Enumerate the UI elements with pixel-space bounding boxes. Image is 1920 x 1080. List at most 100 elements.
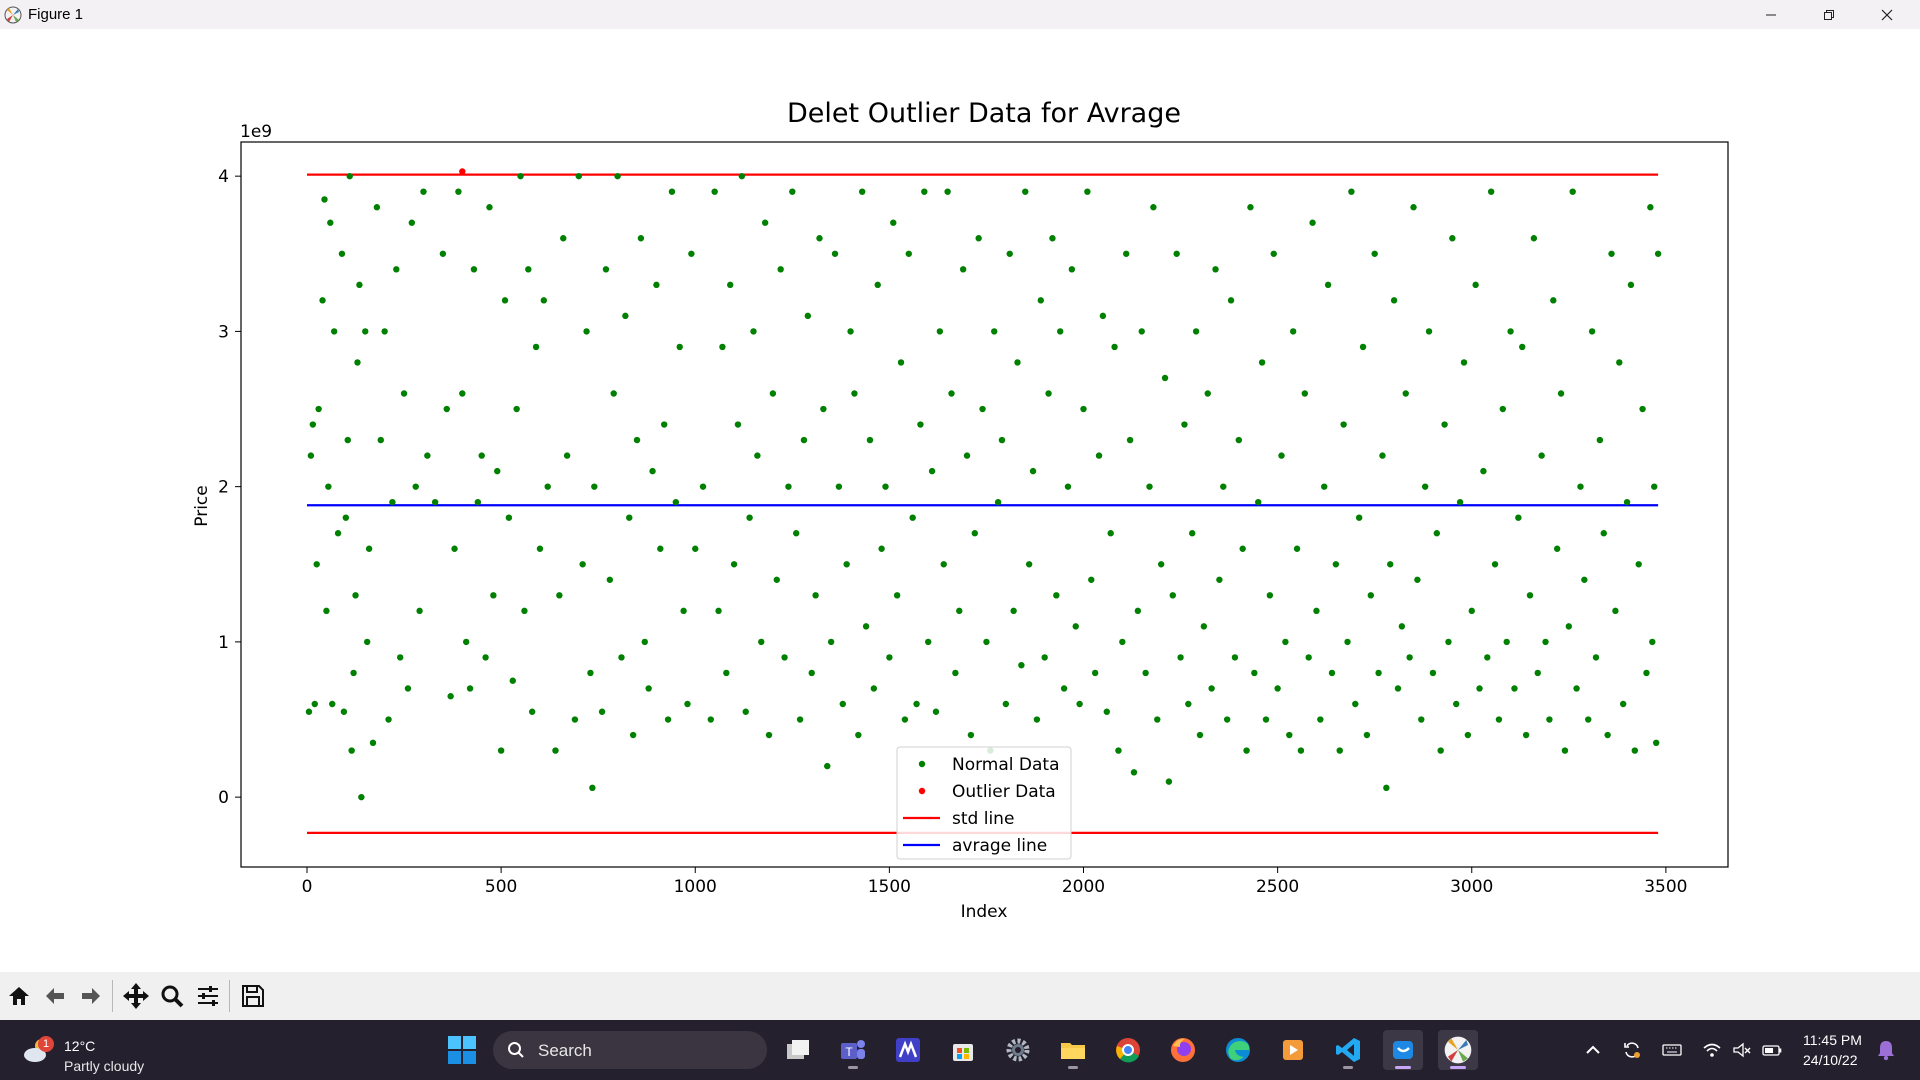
taskbar: 1 12°C Partly cloudy Search T — [0, 1020, 1920, 1080]
data-point — [692, 545, 699, 552]
data-point — [350, 669, 357, 677]
data-point — [1119, 638, 1126, 646]
matplotlib-figure-app[interactable] — [1438, 1030, 1478, 1070]
data-point — [466, 685, 474, 692]
legend-box — [896, 746, 1072, 860]
data-point — [579, 561, 586, 568]
data-point — [451, 545, 458, 552]
data-point — [1130, 769, 1138, 776]
weather-widget[interactable]: 1 12°C Partly cloudy — [22, 1028, 182, 1074]
keyboard-icon[interactable] — [1662, 1040, 1682, 1060]
chrome-icon — [1116, 1038, 1140, 1063]
data-point — [321, 196, 328, 203]
data-point — [309, 421, 317, 428]
battery-icon[interactable] — [1762, 1040, 1782, 1060]
teams-app[interactable]: T — [833, 1030, 873, 1070]
data-point — [971, 530, 978, 537]
data-point — [521, 607, 528, 615]
data-point — [750, 328, 757, 335]
save-button[interactable] — [236, 979, 270, 1013]
data-point — [758, 638, 765, 646]
y-tick-label: 4 — [218, 167, 229, 187]
wifi-icon[interactable] — [1702, 1040, 1722, 1060]
data-point — [688, 250, 695, 257]
y-axis-label: Price — [192, 485, 212, 526]
data-point — [377, 436, 384, 444]
clock-date[interactable]: 24/10/22 — [1803, 1052, 1858, 1068]
data-point — [1138, 328, 1145, 335]
notification-bell-icon[interactable] — [1876, 1039, 1896, 1061]
pan-button[interactable] — [119, 979, 153, 1013]
data-point — [1616, 359, 1623, 366]
data-point — [1018, 661, 1025, 669]
data-point — [1619, 700, 1627, 708]
data-point — [369, 739, 377, 747]
chrome-app[interactable] — [1108, 1030, 1148, 1070]
data-point — [1126, 436, 1134, 444]
python-app[interactable] — [1383, 1030, 1423, 1070]
data-point — [1033, 716, 1041, 723]
taskbar-search[interactable]: Search — [493, 1031, 767, 1069]
data-point — [1161, 374, 1169, 382]
file-explorer-app[interactable] — [1053, 1030, 1093, 1070]
zoom-button[interactable] — [155, 979, 189, 1013]
search-label: Search — [538, 1041, 592, 1060]
data-point — [501, 297, 509, 304]
vscode-app[interactable] — [1328, 1030, 1368, 1070]
forward-button[interactable] — [74, 979, 108, 1013]
data-point — [358, 793, 365, 801]
minimize-button[interactable] — [1742, 0, 1800, 29]
settings-app[interactable] — [998, 1030, 1038, 1070]
forward-arrow-icon — [82, 988, 100, 1004]
data-point — [610, 390, 617, 397]
configure-subplots-button[interactable] — [191, 979, 225, 1013]
data-point — [1561, 747, 1569, 754]
data-point — [893, 592, 901, 599]
data-point — [323, 607, 330, 615]
edge-app[interactable] — [1218, 1030, 1258, 1070]
firefox-app[interactable] — [1163, 1030, 1203, 1070]
task-view-button[interactable] — [778, 1030, 818, 1070]
data-point — [932, 708, 940, 715]
data-point — [424, 452, 431, 459]
data-point — [416, 607, 423, 615]
data-point — [835, 483, 843, 490]
start-button[interactable] — [446, 1034, 478, 1066]
data-point — [340, 708, 348, 715]
task-view-icon — [787, 1040, 809, 1059]
data-point — [641, 638, 648, 646]
volume-muted-icon[interactable] — [1732, 1040, 1752, 1060]
data-point — [1177, 654, 1184, 661]
store-icon — [953, 1044, 973, 1061]
data-point — [723, 669, 730, 677]
figure-canvas[interactable]: Delet Outlier Data for Avrage 1e9 0 500 10… — [0, 29, 1920, 972]
data-point — [1223, 716, 1231, 723]
data-point — [917, 421, 924, 428]
data-point — [486, 204, 493, 211]
data-point — [843, 561, 850, 568]
home-button[interactable] — [2, 979, 36, 1013]
data-point — [622, 312, 629, 320]
mathpix-app[interactable] — [888, 1030, 928, 1070]
close-button[interactable] — [1858, 0, 1916, 29]
back-button[interactable] — [38, 979, 72, 1013]
clock-time[interactable]: 11:45 PM — [1803, 1032, 1862, 1048]
data-point — [1340, 421, 1347, 428]
data-point — [490, 592, 497, 599]
data-point — [1072, 623, 1079, 630]
data-point — [1064, 483, 1072, 490]
data-point — [773, 576, 780, 583]
data-point — [1169, 592, 1177, 599]
data-point — [711, 188, 718, 195]
x-tick-label: 1000 — [674, 877, 717, 897]
data-point — [346, 172, 353, 180]
microsoft-store-app[interactable] — [943, 1030, 983, 1070]
maximize-button[interactable] — [1800, 0, 1858, 29]
data-point — [998, 436, 1006, 444]
data-point — [517, 172, 524, 180]
sync-icon[interactable] — [1622, 1040, 1642, 1060]
media-player-app[interactable] — [1273, 1030, 1313, 1070]
chevron-up-icon[interactable] — [1583, 1040, 1603, 1060]
data-point — [905, 250, 912, 257]
data-point — [1542, 638, 1549, 646]
